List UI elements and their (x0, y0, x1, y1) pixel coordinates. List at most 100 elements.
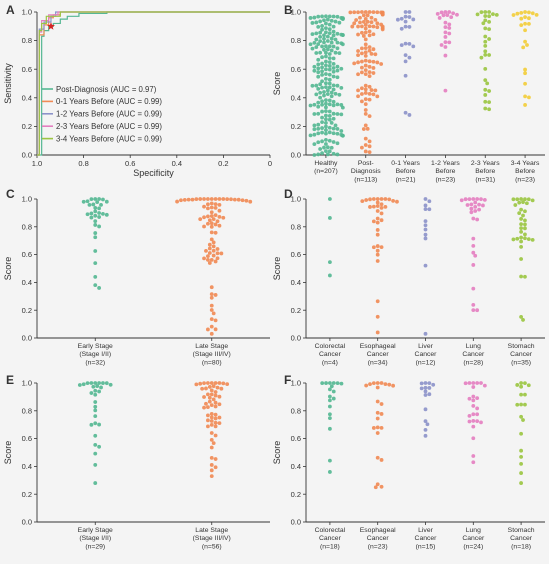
data-point (363, 37, 368, 42)
data-point (244, 198, 249, 203)
data-point (213, 327, 218, 332)
data-point (213, 202, 218, 207)
data-point (211, 253, 216, 258)
data-point (354, 18, 359, 22)
y-axis-title: Sensitivity (3, 63, 13, 104)
data-point (523, 15, 527, 20)
data-point (206, 424, 210, 429)
data-point (331, 151, 336, 156)
data-point (471, 303, 476, 307)
data-point (219, 386, 224, 391)
data-point (213, 213, 218, 218)
data-point (356, 88, 360, 93)
data-point (371, 10, 376, 15)
data-point (491, 12, 495, 17)
data-point (331, 87, 336, 92)
group-label: (Stage III/IV) (193, 351, 231, 358)
data-point (360, 59, 364, 64)
data-point (447, 10, 452, 14)
data-point (363, 91, 368, 95)
data-point (322, 93, 326, 98)
data-point (519, 392, 523, 397)
data-point (209, 201, 214, 206)
data-point (209, 419, 214, 423)
data-point (93, 249, 98, 253)
data-point (324, 77, 328, 81)
data-point (93, 400, 98, 404)
data-point (403, 14, 408, 19)
data-point (391, 383, 395, 388)
data-point (367, 59, 372, 64)
data-point (519, 381, 523, 385)
data-point (327, 149, 332, 154)
data-point (108, 382, 113, 387)
group-label: (n=80) (202, 359, 222, 366)
data-point (403, 19, 408, 24)
data-point (331, 83, 336, 88)
data-point (363, 72, 368, 77)
data-point (194, 382, 199, 387)
data-point (487, 10, 491, 14)
data-point (324, 128, 328, 133)
data-point (209, 317, 214, 322)
data-point (431, 382, 436, 387)
data-point (329, 40, 334, 45)
data-point (91, 384, 96, 389)
data-point (365, 126, 370, 131)
data-point (335, 46, 340, 51)
data-point (443, 53, 448, 58)
y-axis-title: Score (272, 257, 282, 281)
data-point (89, 215, 94, 220)
data-point (363, 54, 368, 58)
data-point (361, 19, 366, 24)
group-1: Healthy(n=207) (308, 14, 345, 175)
data-point (487, 27, 491, 31)
data-point (335, 381, 340, 386)
data-point (367, 114, 372, 118)
data-point (423, 331, 428, 336)
data-point (375, 94, 380, 99)
data-point (423, 203, 428, 208)
data-point (215, 385, 220, 390)
data-point (523, 209, 527, 214)
data-point (515, 383, 520, 387)
data-point (471, 419, 476, 423)
data-point (104, 212, 109, 217)
data-point (209, 257, 214, 262)
optimal-threshold-marker (46, 22, 55, 30)
data-point (375, 399, 380, 404)
x-tick-label: 0.8 (78, 159, 88, 168)
data-point (329, 94, 334, 99)
data-point (316, 126, 321, 131)
data-point (526, 197, 531, 202)
data-point (320, 115, 324, 120)
data-point (356, 24, 360, 29)
group-1: Early Stage(Stage I/II)(n=29) (78, 381, 113, 550)
data-point (443, 10, 448, 14)
data-point (427, 207, 432, 212)
data-point (523, 10, 527, 14)
data-point (316, 66, 321, 71)
group-label: Early Stage (78, 527, 113, 534)
data-point (375, 431, 380, 435)
data-point (182, 197, 187, 202)
data-point (93, 205, 98, 210)
data-point (312, 64, 317, 69)
data-point (356, 32, 360, 37)
y-tick-label: 0.6 (22, 434, 32, 443)
group-label: (n=34) (368, 359, 388, 366)
data-point (521, 318, 525, 322)
data-point (363, 26, 368, 31)
data-point (320, 72, 324, 77)
data-point (335, 152, 340, 157)
data-point (517, 211, 522, 216)
y-tick-label: 0.2 (291, 306, 301, 315)
data-point (312, 68, 317, 73)
data-point (519, 257, 523, 261)
data-point (318, 50, 323, 55)
data-point (331, 111, 336, 116)
data-point (91, 202, 96, 207)
data-point (469, 206, 474, 211)
